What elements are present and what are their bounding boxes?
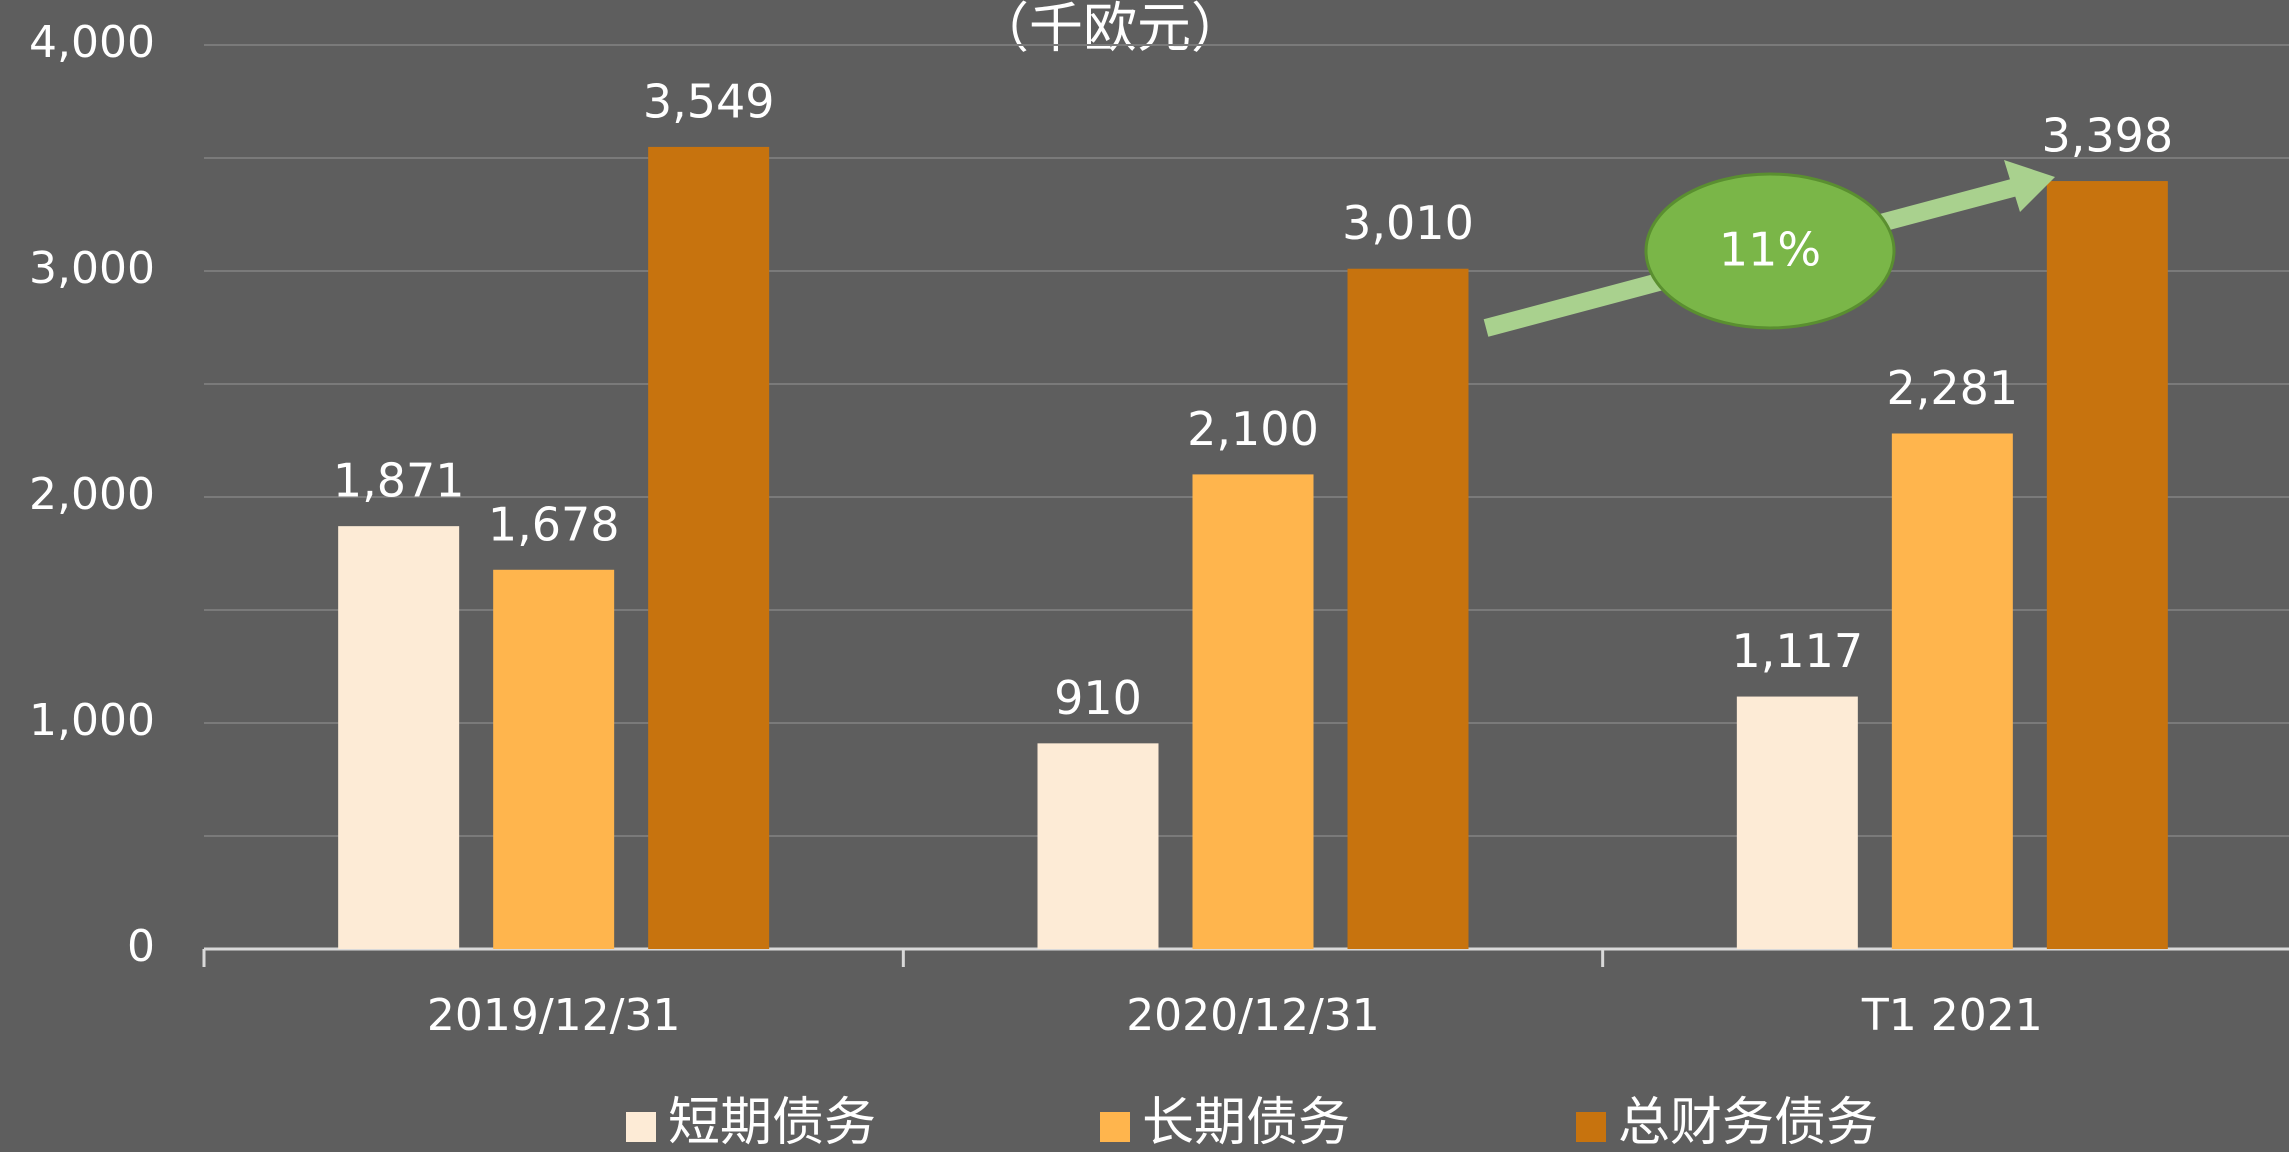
data-label: 1,871	[333, 454, 465, 508]
x-tick-label: 2019/12/31	[427, 990, 681, 1041]
legend-swatch	[1576, 1112, 1606, 1142]
legend-label: 长期债务	[1142, 1093, 1350, 1152]
data-label: 910	[1054, 671, 1142, 725]
annotation-bubble	[1644, 172, 1896, 330]
arrow-head	[2004, 160, 2055, 212]
data-label: 1,117	[1731, 624, 1863, 678]
x-tick-label: T1 2021	[1861, 990, 2043, 1041]
bar	[2046, 181, 2168, 949]
y-tick-label: 1,000	[29, 695, 155, 746]
chart-title: （千欧元）	[975, 0, 1245, 60]
y-tick-label: 4,000	[29, 17, 155, 68]
data-label: 3,549	[643, 74, 775, 128]
data-label: 3,398	[2041, 109, 2173, 163]
data-label: 2,281	[1886, 361, 2018, 415]
data-label: 1,678	[488, 497, 620, 551]
legend-label: 短期债务	[668, 1093, 876, 1152]
legend-label: 总财务债务	[1618, 1093, 1878, 1152]
data-label: 3,010	[1342, 196, 1474, 250]
data-label: 2,100	[1187, 402, 1319, 456]
y-tick-label: 3,000	[29, 243, 155, 294]
x-tick-label: 2020/12/31	[1126, 990, 1380, 1041]
annotation: 11%	[1719, 223, 1821, 277]
y-tick-label: 2,000	[29, 469, 155, 520]
bar	[1192, 474, 1314, 949]
bar	[493, 569, 615, 949]
bar	[1037, 743, 1159, 949]
y-tick-label: 0	[127, 921, 155, 972]
bar	[1891, 433, 2013, 949]
bar	[1347, 268, 1469, 949]
bar	[338, 526, 460, 949]
bar	[1736, 696, 1858, 949]
bar	[648, 146, 770, 949]
legend-swatch	[626, 1112, 656, 1142]
legend-swatch	[1100, 1112, 1130, 1142]
